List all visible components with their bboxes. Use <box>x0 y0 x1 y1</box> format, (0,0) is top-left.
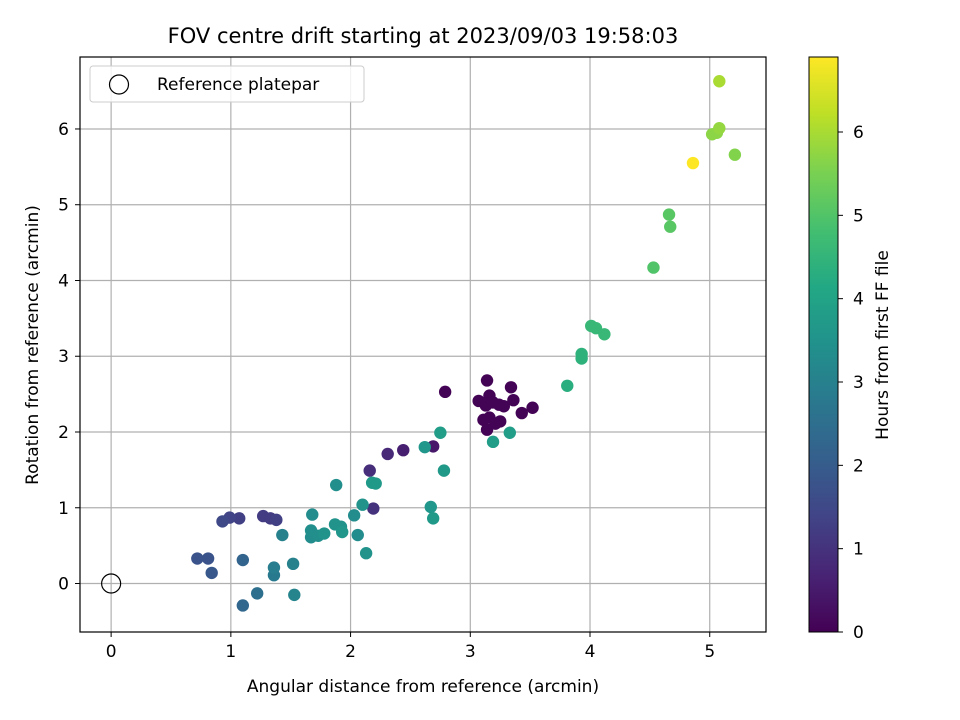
data-point <box>276 528 289 542</box>
colorbar-tick-label: 2 <box>853 456 864 476</box>
y-tick-label: 0 <box>58 575 69 595</box>
x-tick-label: 0 <box>106 642 117 662</box>
data-point <box>426 512 440 525</box>
data-point <box>270 513 283 527</box>
data-point <box>288 588 301 602</box>
data-point <box>318 527 331 540</box>
data-point <box>504 381 518 394</box>
scatter-points <box>191 75 742 612</box>
data-point <box>424 500 437 514</box>
data-point <box>250 587 264 600</box>
data-point <box>437 464 451 477</box>
data-point <box>480 374 494 387</box>
grid <box>80 57 766 632</box>
colorbar-tick-label: 6 <box>853 123 864 143</box>
colorbar-tick-label: 1 <box>853 540 864 560</box>
data-point <box>347 509 361 522</box>
data-point <box>497 400 511 413</box>
colorbar: 0 1 2 3 4 5 6 Hours from first FF file <box>808 56 893 643</box>
legend-hollow-circle-icon <box>108 74 130 95</box>
data-point <box>713 122 726 135</box>
data-point <box>367 502 380 515</box>
colorbar-gradient <box>808 56 839 633</box>
y-tick-label: 6 <box>58 120 69 140</box>
plot-frame <box>79 56 767 633</box>
data-point <box>575 347 588 361</box>
data-point <box>434 426 447 439</box>
x-axis-label: Angular distance from reference (arcmin) <box>247 677 599 697</box>
y-tick-label: 2 <box>58 423 69 443</box>
data-point <box>306 508 319 521</box>
data-point <box>728 148 742 161</box>
data-point <box>561 379 574 392</box>
data-point <box>191 552 204 565</box>
legend-box <box>89 65 365 103</box>
data-point <box>480 423 494 436</box>
colorbar-tick-label: 5 <box>853 206 864 226</box>
data-point <box>381 447 394 461</box>
data-point <box>205 566 218 580</box>
data-point <box>662 208 676 221</box>
reference-layer <box>101 573 122 594</box>
data-point <box>494 415 507 428</box>
x-tick-label: 1 <box>225 642 236 662</box>
colorbar-ticks: 0 1 2 3 4 5 6 <box>838 123 864 643</box>
data-point <box>359 547 373 560</box>
colorbar-tick-label: 4 <box>853 290 864 310</box>
data-point <box>363 464 376 477</box>
data-point <box>486 435 500 449</box>
y-tick-label: 3 <box>58 347 69 367</box>
reference-point-marker <box>101 573 122 594</box>
data-point <box>233 512 246 525</box>
data-point <box>397 443 410 457</box>
x-axis-ticks: 0 1 2 3 4 5 <box>106 632 715 662</box>
chart-title: FOV centre drift starting at 2023/09/03 … <box>168 24 679 48</box>
data-point <box>647 261 660 274</box>
x-tick-label: 2 <box>345 642 356 662</box>
y-axis-label: Rotation from reference (arcmin) <box>23 205 43 485</box>
x-tick-label: 5 <box>704 642 715 662</box>
colorbar-tick-label: 0 <box>853 623 864 643</box>
y-tick-label: 5 <box>58 196 69 216</box>
data-point <box>598 328 611 341</box>
data-point <box>335 525 349 539</box>
data-point <box>418 440 431 454</box>
data-point <box>286 557 300 571</box>
data-point <box>503 426 516 439</box>
data-point <box>686 156 700 170</box>
data-point <box>438 385 452 399</box>
data-point <box>201 552 215 565</box>
colorbar-label: Hours from first FF file <box>873 250 893 440</box>
legend-label: Reference platepar <box>157 75 319 95</box>
data-point <box>236 553 250 567</box>
x-tick-label: 4 <box>585 642 596 662</box>
y-tick-label: 1 <box>58 499 69 519</box>
data-point <box>713 75 726 88</box>
data-point <box>369 477 382 490</box>
legend: Reference platepar <box>89 65 365 103</box>
data-point <box>515 406 528 420</box>
colorbar-tick-label: 3 <box>853 373 864 393</box>
y-axis-ticks: 0 1 2 3 4 5 6 <box>58 120 80 595</box>
y-tick-label: 4 <box>58 271 69 291</box>
data-point <box>526 401 539 414</box>
data-point <box>664 220 677 233</box>
data-point <box>356 498 369 511</box>
x-tick-label: 3 <box>465 642 476 662</box>
data-point <box>267 561 281 574</box>
data-point <box>507 393 520 407</box>
data-point <box>330 478 343 492</box>
data-point <box>216 515 229 528</box>
data-point <box>236 599 250 612</box>
data-point <box>351 528 364 542</box>
